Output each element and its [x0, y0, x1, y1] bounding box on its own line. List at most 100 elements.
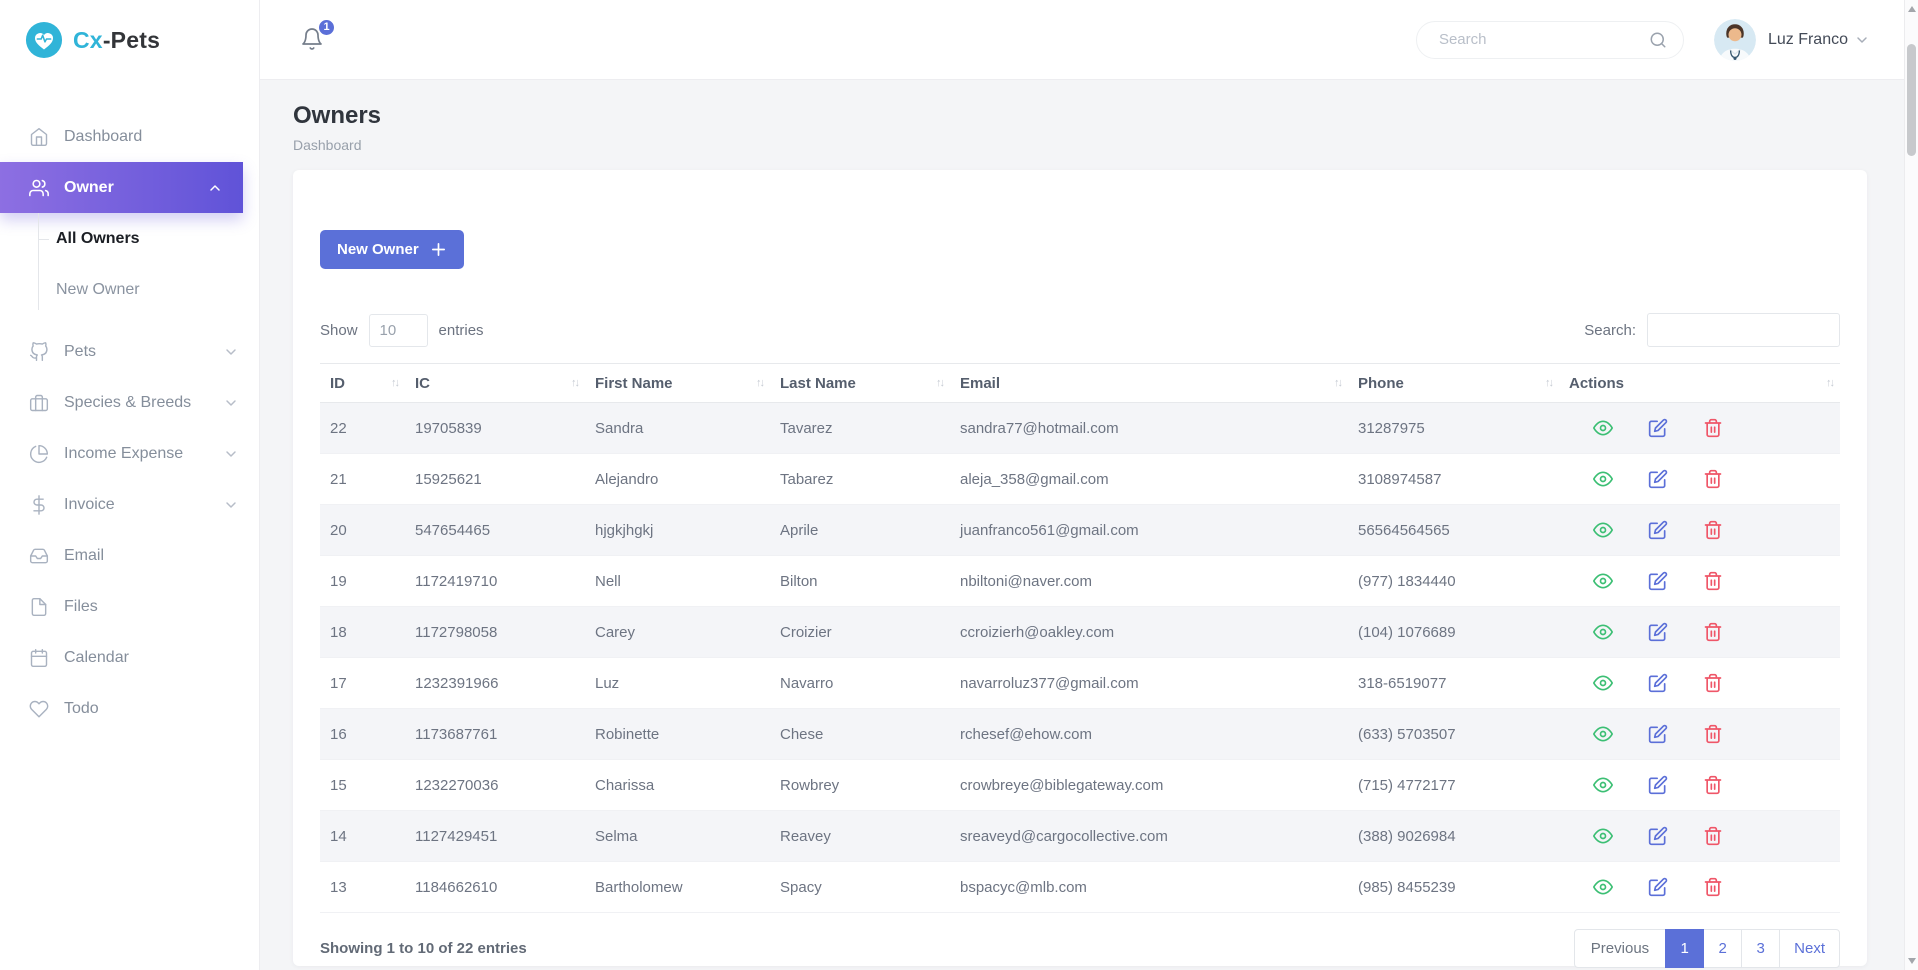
eye-icon — [1593, 571, 1613, 591]
scroll-up-arrow[interactable] — [1908, 6, 1916, 12]
scroll-down-arrow[interactable] — [1908, 958, 1916, 964]
delete-button[interactable] — [1703, 775, 1723, 795]
delete-button[interactable] — [1703, 571, 1723, 591]
sort-icon[interactable]: ↑↓ — [1826, 377, 1835, 389]
eye-icon — [1593, 877, 1613, 897]
sort-icon[interactable]: ↑↓ — [756, 377, 765, 389]
scrollbar-thumb[interactable] — [1907, 44, 1916, 156]
new-owner-button[interactable]: New Owner — [320, 230, 464, 269]
sidebar-item-invoice[interactable]: Invoice — [0, 479, 259, 530]
sidebar-item-files[interactable]: Files — [0, 581, 259, 632]
sort-icon[interactable]: ↑↓ — [936, 377, 945, 389]
sidebar-item-species-breeds[interactable]: Species & Breeds — [0, 377, 259, 428]
cell-ic: 547654465 — [405, 504, 585, 556]
sidebar-item-all-owners[interactable]: All Owners — [0, 213, 259, 264]
cell-actions — [1559, 606, 1840, 658]
search-icon[interactable] — [1649, 31, 1667, 49]
view-button[interactable] — [1593, 622, 1613, 642]
eye-icon — [1593, 622, 1613, 642]
cell-actions — [1559, 708, 1840, 760]
delete-button[interactable] — [1703, 622, 1723, 642]
cell-ic: 1127429451 — [405, 810, 585, 862]
trash-icon — [1703, 418, 1723, 438]
sidebar-item-owner[interactable]: Owner — [0, 162, 243, 213]
sort-icon[interactable]: ↑↓ — [391, 377, 400, 389]
view-button[interactable] — [1593, 826, 1613, 846]
delete-button[interactable] — [1703, 877, 1723, 897]
cell-id: 17 — [320, 657, 405, 709]
sidebar-item-email[interactable]: Email — [0, 530, 259, 581]
sidebar-item-new-owner[interactable]: New Owner — [0, 264, 259, 315]
view-button[interactable] — [1593, 724, 1613, 744]
delete-button[interactable] — [1703, 724, 1723, 744]
view-button[interactable] — [1593, 571, 1613, 591]
edit-button[interactable] — [1648, 571, 1668, 591]
cell-last-name: Croizier — [770, 606, 950, 658]
delete-button[interactable] — [1703, 469, 1723, 489]
column-header-actions[interactable]: Actions ↑↓ — [1559, 363, 1840, 403]
view-button[interactable] — [1593, 418, 1613, 438]
eye-icon — [1593, 826, 1613, 846]
sidebar-item-calendar[interactable]: Calendar — [0, 632, 259, 683]
column-header-first-name[interactable]: First Name ↑↓ — [585, 363, 770, 403]
column-header-phone[interactable]: Phone ↑↓ — [1348, 363, 1559, 403]
column-header-id[interactable]: ID ↑↓ — [320, 363, 405, 403]
edit-button[interactable] — [1648, 724, 1668, 744]
page-length-input[interactable] — [368, 313, 428, 347]
dollar-icon — [29, 495, 49, 515]
sort-icon[interactable]: ↑↓ — [1334, 377, 1343, 389]
delete-button[interactable] — [1703, 673, 1723, 693]
sort-icon[interactable]: ↑↓ — [1545, 377, 1554, 389]
delete-button[interactable] — [1703, 418, 1723, 438]
view-button[interactable] — [1593, 775, 1613, 795]
pagination-next-button[interactable]: Next — [1779, 929, 1840, 968]
sidebar-item-pets[interactable]: Pets — [0, 326, 259, 377]
column-header-email[interactable]: Email ↑↓ — [950, 363, 1348, 403]
delete-button[interactable] — [1703, 520, 1723, 540]
column-header-last-name[interactable]: Last Name ↑↓ — [770, 363, 950, 403]
delete-button[interactable] — [1703, 826, 1723, 846]
pagination-page-1[interactable]: 1 — [1665, 929, 1705, 968]
trash-icon — [1703, 622, 1723, 642]
edit-button[interactable] — [1648, 673, 1668, 693]
view-button[interactable] — [1593, 469, 1613, 489]
cell-id: 15 — [320, 759, 405, 811]
pagination-page-3[interactable]: 3 — [1741, 929, 1781, 968]
edit-icon — [1648, 724, 1668, 744]
cell-actions — [1559, 555, 1840, 607]
vertical-scrollbar[interactable] — [1904, 0, 1918, 970]
view-button[interactable] — [1593, 520, 1613, 540]
chevron-down-icon — [223, 446, 239, 462]
sidebar-item-label: Todo — [64, 699, 99, 717]
cell-email: crowbreye@biblegateway.com — [950, 759, 1348, 811]
sidebar-item-label: Files — [64, 597, 98, 615]
breadcrumb[interactable]: Dashboard — [293, 137, 362, 153]
edit-button[interactable] — [1648, 775, 1668, 795]
pagination-previous-button[interactable]: Previous — [1573, 929, 1667, 968]
cell-phone: (985) 8455239 — [1348, 861, 1559, 913]
view-button[interactable] — [1593, 673, 1613, 693]
sidebar-item-income-expense[interactable]: Income Expense — [0, 428, 259, 479]
edit-icon — [1648, 775, 1668, 795]
edit-button[interactable] — [1648, 622, 1668, 642]
notifications-button[interactable]: 1 — [300, 17, 336, 53]
user-menu[interactable]: Luz Franco — [1713, 18, 1870, 61]
table-row: 17 1232391966 Luz Navarro navarroluz377@… — [320, 657, 1840, 709]
edit-button[interactable] — [1648, 418, 1668, 438]
edit-button[interactable] — [1648, 520, 1668, 540]
global-search — [1415, 20, 1684, 59]
sidebar-item-todo[interactable]: Todo — [0, 683, 259, 734]
cell-phone: (977) 1834440 — [1348, 555, 1559, 607]
edit-button[interactable] — [1648, 469, 1668, 489]
edit-button[interactable] — [1648, 877, 1668, 897]
view-button[interactable] — [1593, 877, 1613, 897]
column-header-ic[interactable]: IC ↑↓ — [405, 363, 585, 403]
global-search-input[interactable] — [1438, 31, 1649, 48]
sidebar-item-label: Dashboard — [64, 127, 143, 145]
brand[interactable]: Cx-Pets — [0, 0, 259, 80]
sort-icon[interactable]: ↑↓ — [571, 377, 580, 389]
table-search-input[interactable] — [1647, 313, 1840, 347]
edit-button[interactable] — [1648, 826, 1668, 846]
sidebar-item-dashboard[interactable]: Dashboard — [0, 111, 259, 162]
pagination-page-2[interactable]: 2 — [1703, 929, 1743, 968]
